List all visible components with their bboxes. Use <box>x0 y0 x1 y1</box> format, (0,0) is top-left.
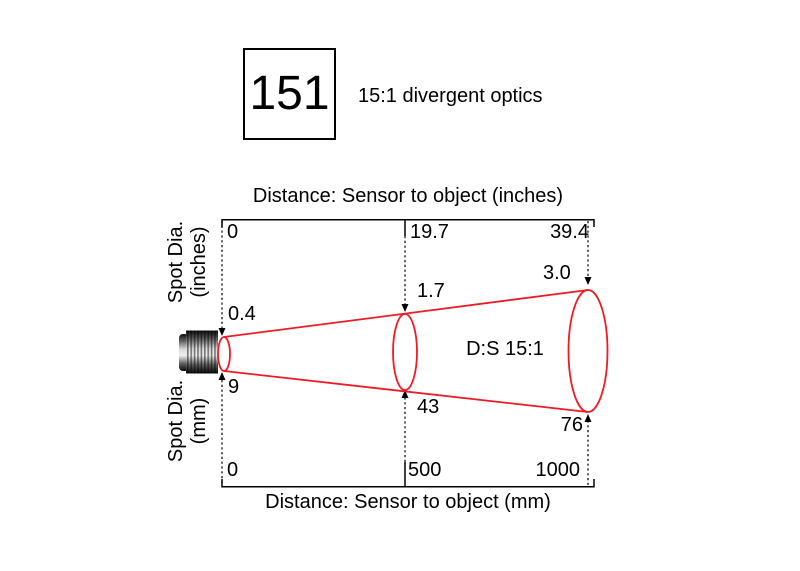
measurement-arrows <box>221 221 589 485</box>
left-axis-label-inches: Spot Dia. (inches) <box>165 202 213 322</box>
left-axis-label-inches-line2: (inches) <box>188 226 210 298</box>
spot-ellipse-far <box>567 289 609 413</box>
arrowheads <box>218 277 592 422</box>
spot-mm-far: 76 <box>560 414 583 436</box>
bottom-tick-0: 0 <box>227 459 239 481</box>
spot-mm-near: 9 <box>228 376 240 398</box>
left-axis-label-mm-line1: Spot Dia. <box>165 379 187 463</box>
beam-cone <box>217 289 609 413</box>
model-number-box: 151 <box>243 48 336 140</box>
spot-inches-near: 0.4 <box>228 303 256 325</box>
bottom-tick-500: 500 <box>408 459 442 481</box>
sensor-graphic <box>179 330 218 374</box>
model-number: 151 <box>249 67 330 120</box>
top-tick-19-7: 19.7 <box>410 221 449 243</box>
top-tick-0: 0 <box>227 221 239 243</box>
spot-mm-mid: 43 <box>417 396 440 418</box>
bottom-tick-1000: 1000 <box>535 459 581 481</box>
left-axis-label-inches-line1: Spot Dia. <box>165 220 187 304</box>
spot-inches-mid: 1.7 <box>417 280 445 302</box>
bottom-axis-title: Distance: Sensor to object (mm) <box>265 491 551 513</box>
spot-ellipse-mid <box>392 313 418 391</box>
top-axis-title: Distance: Sensor to object (inches) <box>252 185 564 207</box>
left-axis-label-mm-line2: (mm) <box>188 397 210 445</box>
left-axis-label-mm: Spot Dia. (mm) <box>165 361 213 481</box>
spot-ellipse-near <box>217 336 231 372</box>
optics-type-label: 15:1 divergent optics <box>358 85 543 107</box>
ds-ratio-label: D:S 15:1 <box>466 338 544 360</box>
top-tick-39-4: 39.4 <box>550 221 589 243</box>
spot-inches-far: 3.0 <box>543 262 571 284</box>
